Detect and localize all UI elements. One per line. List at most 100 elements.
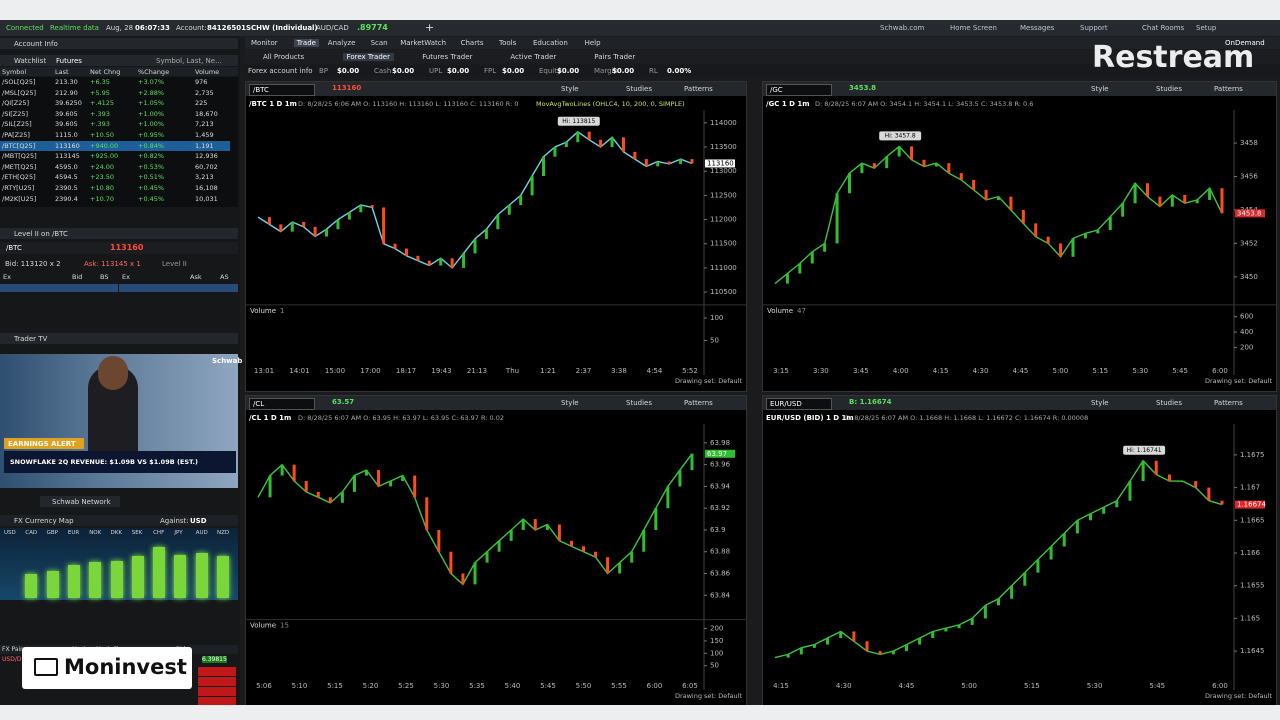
style-button[interactable]: Style <box>1091 399 1109 407</box>
candle <box>1062 533 1066 547</box>
watchlist-row[interactable]: /PA[Z25] 1115.0 +10.50 +0.95% 1,459 <box>0 130 230 140</box>
watchlist-row[interactable]: /SIL[Z25] 39.605 +.393 +1.00% 7,213 <box>0 119 230 129</box>
trade-tab[interactable]: Futures Trader <box>422 53 473 61</box>
candle <box>606 557 610 574</box>
fx-bar <box>89 562 102 598</box>
y-tick-label: 1.1675 <box>1240 451 1265 459</box>
watchlist-cell: 2,735 <box>195 88 214 97</box>
column-header: Net Chng <box>90 68 121 76</box>
candle <box>328 497 332 503</box>
trade-tab[interactable]: Pairs Trader <box>594 53 636 61</box>
menu-item[interactable]: Help <box>584 39 601 47</box>
account-label: Account: <box>176 24 207 32</box>
date: Aug, 28 <box>106 24 134 32</box>
time-label: 5:25 <box>398 682 414 690</box>
watchlist-row[interactable]: /ETH[Q25] 4594.5 +23.50 +0.51% 3,213 <box>0 172 230 182</box>
chart-price: 113160 <box>332 84 362 92</box>
menu-item[interactable]: Monitor <box>251 39 278 47</box>
candle <box>507 205 511 215</box>
y-tick-label: 112000 <box>710 216 737 224</box>
watchlist-cell: +24.00 <box>90 162 115 171</box>
watchlist-row[interactable]: /MBT[Q25] 113145 +925.00 +0.82% 12,936 <box>0 151 230 161</box>
candle <box>1194 481 1198 488</box>
time-label: 4:30 <box>973 367 989 375</box>
time-label: 6:00 <box>647 682 663 690</box>
fx-bar <box>131 556 144 598</box>
menu-item[interactable]: Education <box>533 39 568 47</box>
add-tab[interactable]: + <box>425 21 435 34</box>
top-link[interactable]: Chat Rooms <box>1142 24 1185 32</box>
feed: Realtime data <box>50 24 99 32</box>
menu-item[interactable]: Analyze <box>327 39 356 47</box>
level2-column: Ex <box>3 273 11 281</box>
candle <box>1167 474 1171 482</box>
watchlist-row[interactable]: /MSL[Q25] 212.90 +5.95 +2.88% 2,735 <box>0 88 230 98</box>
studies-button[interactable]: Studies <box>1156 85 1182 93</box>
time-label: 5:06 <box>256 682 272 690</box>
chart-panel: /BTC 113160 Style Studies Patterns/BTC 1 D 1… <box>245 81 747 392</box>
menu-item[interactable]: Charts <box>460 39 484 47</box>
candle <box>690 159 694 164</box>
trade-tab[interactable]: Active Trader <box>510 53 557 61</box>
price-line <box>774 459 1223 659</box>
app-window: Connected Realtime data Aug, 28 06:07:33 Acc… <box>0 20 1280 705</box>
watchlist-row[interactable]: /M2K[U25] 2390.4 +10.70 +0.45% 10,031 <box>0 194 230 204</box>
top-link[interactable]: Messages <box>1020 24 1055 32</box>
candle <box>897 146 901 157</box>
account-item-label: Margin <box>594 67 618 75</box>
moninvest-label: Moninvest <box>64 655 187 679</box>
top-link[interactable]: Schwab.com <box>880 24 925 32</box>
studies-button[interactable]: Studies <box>626 85 652 93</box>
watchlist-row[interactable]: /SI[Z25] 39.605 +.393 +1.00% 18,670 <box>0 109 230 119</box>
watchlist-cell: 212.90 <box>55 88 78 97</box>
chart-plot: 63.84 63.86 63.88 63.9 63.92 63.94 63.96 63.98 6… <box>246 424 746 700</box>
watchlist-row[interactable]: /MET[Q25] 4595.0 +24.00 +0.53% 60,702 <box>0 162 230 172</box>
currency-code: AUD <box>195 530 208 536</box>
patterns-button[interactable]: Patterns <box>1214 85 1243 93</box>
menu-item[interactable]: Scan <box>370 39 388 47</box>
watchlist-row[interactable]: /BTC[Q25] 113160 +940.00 +0.84% 1,191 <box>0 140 230 151</box>
trade-tab[interactable]: Forex Trader <box>342 53 394 61</box>
menu-item[interactable]: Tools <box>499 39 517 47</box>
time-label: 15:00 <box>325 367 345 375</box>
candle <box>519 195 523 206</box>
candle <box>1181 481 1185 483</box>
patterns-button[interactable]: Patterns <box>684 399 713 407</box>
candle <box>667 161 671 164</box>
top-link[interactable]: Home Screen <box>950 24 997 32</box>
column-header: %Change <box>138 68 170 76</box>
candle <box>621 137 625 152</box>
watchlist-row[interactable]: /QI[Z25] 39.6250 +.4125 +1.05% 225 <box>0 98 230 108</box>
candle <box>1089 513 1093 521</box>
candle <box>582 546 585 552</box>
watchlist-search: Symbol, Last, Ne... <box>156 57 222 65</box>
level2-price: 113160 <box>110 243 144 252</box>
watchlist-row[interactable]: /SOL[Q25] 213.30 +6.35 +3.07% 976 <box>0 77 230 87</box>
style-button[interactable]: Style <box>561 399 579 407</box>
candle <box>521 519 525 530</box>
style-button[interactable]: Style <box>561 85 579 93</box>
watchlist-row[interactable]: /RTY[U25] 2390.5 +10.80 +0.45% 16,108 <box>0 183 230 193</box>
ondemand[interactable]: OnDemand <box>1225 39 1265 47</box>
candle <box>891 651 895 655</box>
top-link[interactable]: Support <box>1080 24 1108 32</box>
studies-button[interactable]: Studies <box>1156 399 1182 407</box>
hi-label: Hi: 3457.8 <box>885 132 916 139</box>
trade-tab[interactable]: All Products <box>263 53 305 61</box>
fx-pair-cell: 6.39815 <box>202 656 227 663</box>
top-link[interactable]: Setup <box>1196 24 1217 32</box>
candle <box>545 524 549 530</box>
watchlist-cell: 16,108 <box>195 184 218 192</box>
watchlist-cell: +10.80 <box>90 184 115 192</box>
chart-ohlc: D: 8/28/25 6:07 AM O: 63.95 H: 63.97 L: … <box>298 414 504 422</box>
account-item-value: $0.00 <box>447 67 470 75</box>
menu-item[interactable]: Trade <box>293 39 319 47</box>
menu-item[interactable]: MarketWatch <box>400 39 447 47</box>
patterns-button[interactable]: Patterns <box>684 85 713 93</box>
watchlist-cell: 1115.0 <box>55 131 78 139</box>
style-button[interactable]: Style <box>1091 85 1109 93</box>
account-item-label: FPL <box>484 67 497 75</box>
patterns-button[interactable]: Patterns <box>1214 399 1243 407</box>
time-label: 5:10 <box>292 682 308 690</box>
studies-button[interactable]: Studies <box>626 399 652 407</box>
